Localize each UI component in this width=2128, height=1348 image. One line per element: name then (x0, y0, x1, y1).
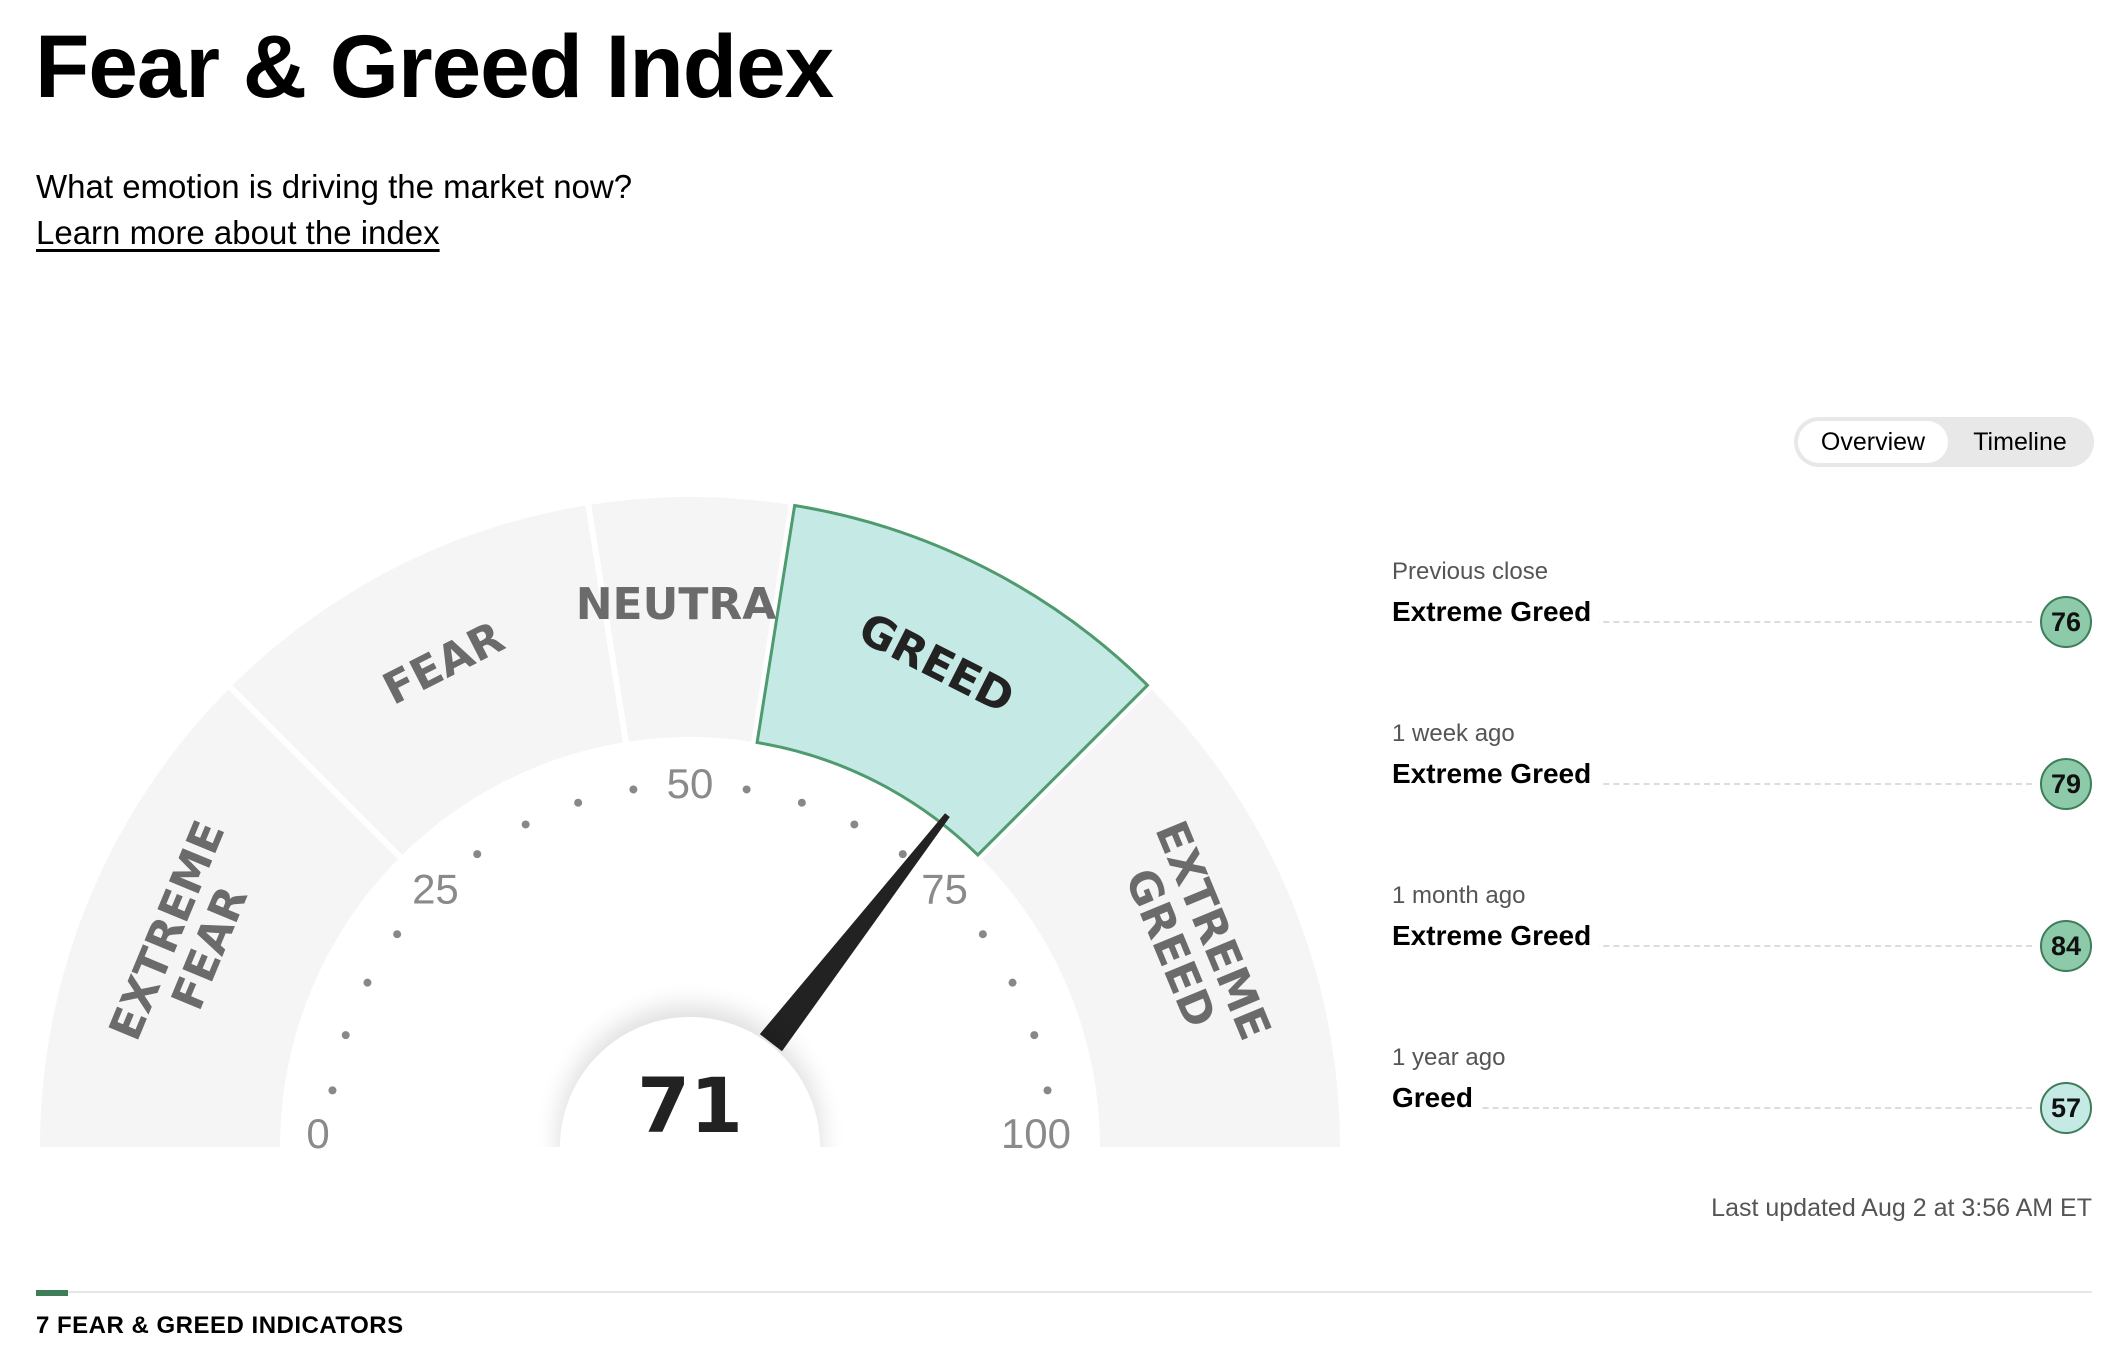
gauge-tick-dot (363, 978, 372, 987)
history-value-badge: 79 (2040, 758, 2092, 810)
history-value-badge: 76 (2040, 596, 2092, 648)
gauge-zone-label-line: NEUTRAL (576, 579, 805, 630)
gauge-tick-dot (1043, 1086, 1052, 1095)
last-updated-text: Last updated Aug 2 at 3:56 AM ET (1711, 1194, 2092, 1222)
gauge-tick-label: 100 (1001, 1110, 1071, 1157)
gauge-tick-label: 50 (667, 760, 714, 807)
dotted-leader (1392, 621, 2032, 623)
page-title: Fear & Greed Index (35, 16, 834, 116)
history-value-badge: 84 (2040, 920, 2092, 972)
history-when: 1 month ago (1392, 882, 1526, 909)
history-rating: Extreme Greed (1392, 922, 1600, 950)
gauge-tick-dot (629, 785, 638, 794)
gauge-tick-label: 25 (412, 866, 459, 913)
history-row-1-week: 1 week ago Extreme Greed 79 (1392, 722, 2092, 822)
history-row-1-year: 1 year ago Greed 57 (1392, 1046, 2092, 1146)
gauge-zone-extreme-greed (982, 689, 1340, 1147)
gauge-zone-fear (232, 505, 623, 855)
section-divider (36, 1291, 2092, 1293)
gauge-tick-label: 75 (921, 866, 968, 913)
history-when: 1 week ago (1392, 720, 1515, 747)
history-when: Previous close (1392, 558, 1549, 585)
gauge-tick-dot (473, 850, 482, 859)
gauge-tick-dot (328, 1086, 337, 1095)
gauge-baseline-mask (520, 1147, 860, 1200)
gauge-value: 71 (637, 1061, 743, 1150)
view-toggle: Overview Timeline (1794, 417, 2094, 467)
page-subtitle: What emotion is driving the market now? (36, 168, 633, 205)
gauge-tick-dot (797, 798, 806, 807)
history-row-previous-close: Previous close Extreme Greed 76 (1392, 560, 2092, 660)
gauge-tick-dot (1030, 1031, 1039, 1040)
gauge-zone-neutral (591, 497, 789, 742)
gauge-needle-group: 71 (520, 813, 950, 1200)
gauge-needle (759, 813, 950, 1052)
dotted-leader (1392, 1107, 2032, 1109)
gauge-tick-dot (850, 820, 859, 829)
tab-overview[interactable]: Overview (1798, 421, 1948, 463)
gauge-zone-extreme-fear (40, 689, 398, 1147)
gauge-center-hub (560, 1017, 820, 1147)
indicators-heading: 7 FEAR & GREED INDICATORS (36, 1312, 404, 1339)
gauge-tick-dot (742, 785, 751, 794)
history-row-1-month: 1 month ago Extreme Greed 84 (1392, 884, 2092, 984)
history-rating: Extreme Greed (1392, 598, 1600, 626)
gauge-tick-labels: 0 25 50 75 100 (306, 760, 1071, 1157)
dotted-leader (1392, 945, 2032, 947)
history-value-badge: 57 (2040, 1082, 2092, 1134)
history-when: 1 year ago (1392, 1044, 1506, 1071)
tab-timeline[interactable]: Timeline (1973, 428, 2067, 456)
gauge-tick-dots (328, 785, 1052, 1095)
gauge-tick-dot (393, 930, 402, 939)
history-rating: Extreme Greed (1392, 760, 1600, 788)
learn-more-link[interactable]: Learn more about the index (36, 214, 440, 251)
gauge-tick-dot (574, 798, 583, 807)
section-divider-accent (36, 1290, 68, 1296)
gauge-zone-label: NEUTRAL (576, 579, 805, 630)
gauge-tick-dot (978, 930, 987, 939)
dotted-leader (1392, 783, 2032, 785)
gauge-zone-greed (755, 503, 1150, 858)
gauge-tick-dot (341, 1031, 350, 1040)
gauge-tick-dot (1008, 978, 1017, 987)
gauge-tick-label: 0 (306, 1110, 329, 1157)
history-rating: Greed (1392, 1084, 1481, 1112)
history-list: Previous close Extreme Greed 76 1 week a… (1392, 560, 2092, 1220)
gauge-tick-dot (898, 850, 907, 859)
gauge-tick-dot (521, 820, 530, 829)
